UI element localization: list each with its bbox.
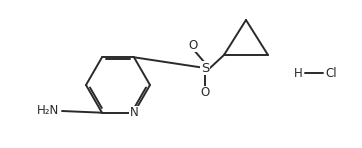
- Text: H₂N: H₂N: [37, 104, 59, 118]
- Text: S: S: [201, 62, 209, 74]
- Text: H: H: [294, 66, 303, 79]
- Text: O: O: [201, 86, 210, 99]
- Text: N: N: [130, 106, 138, 119]
- Text: O: O: [188, 38, 198, 52]
- Text: Cl: Cl: [325, 66, 337, 79]
